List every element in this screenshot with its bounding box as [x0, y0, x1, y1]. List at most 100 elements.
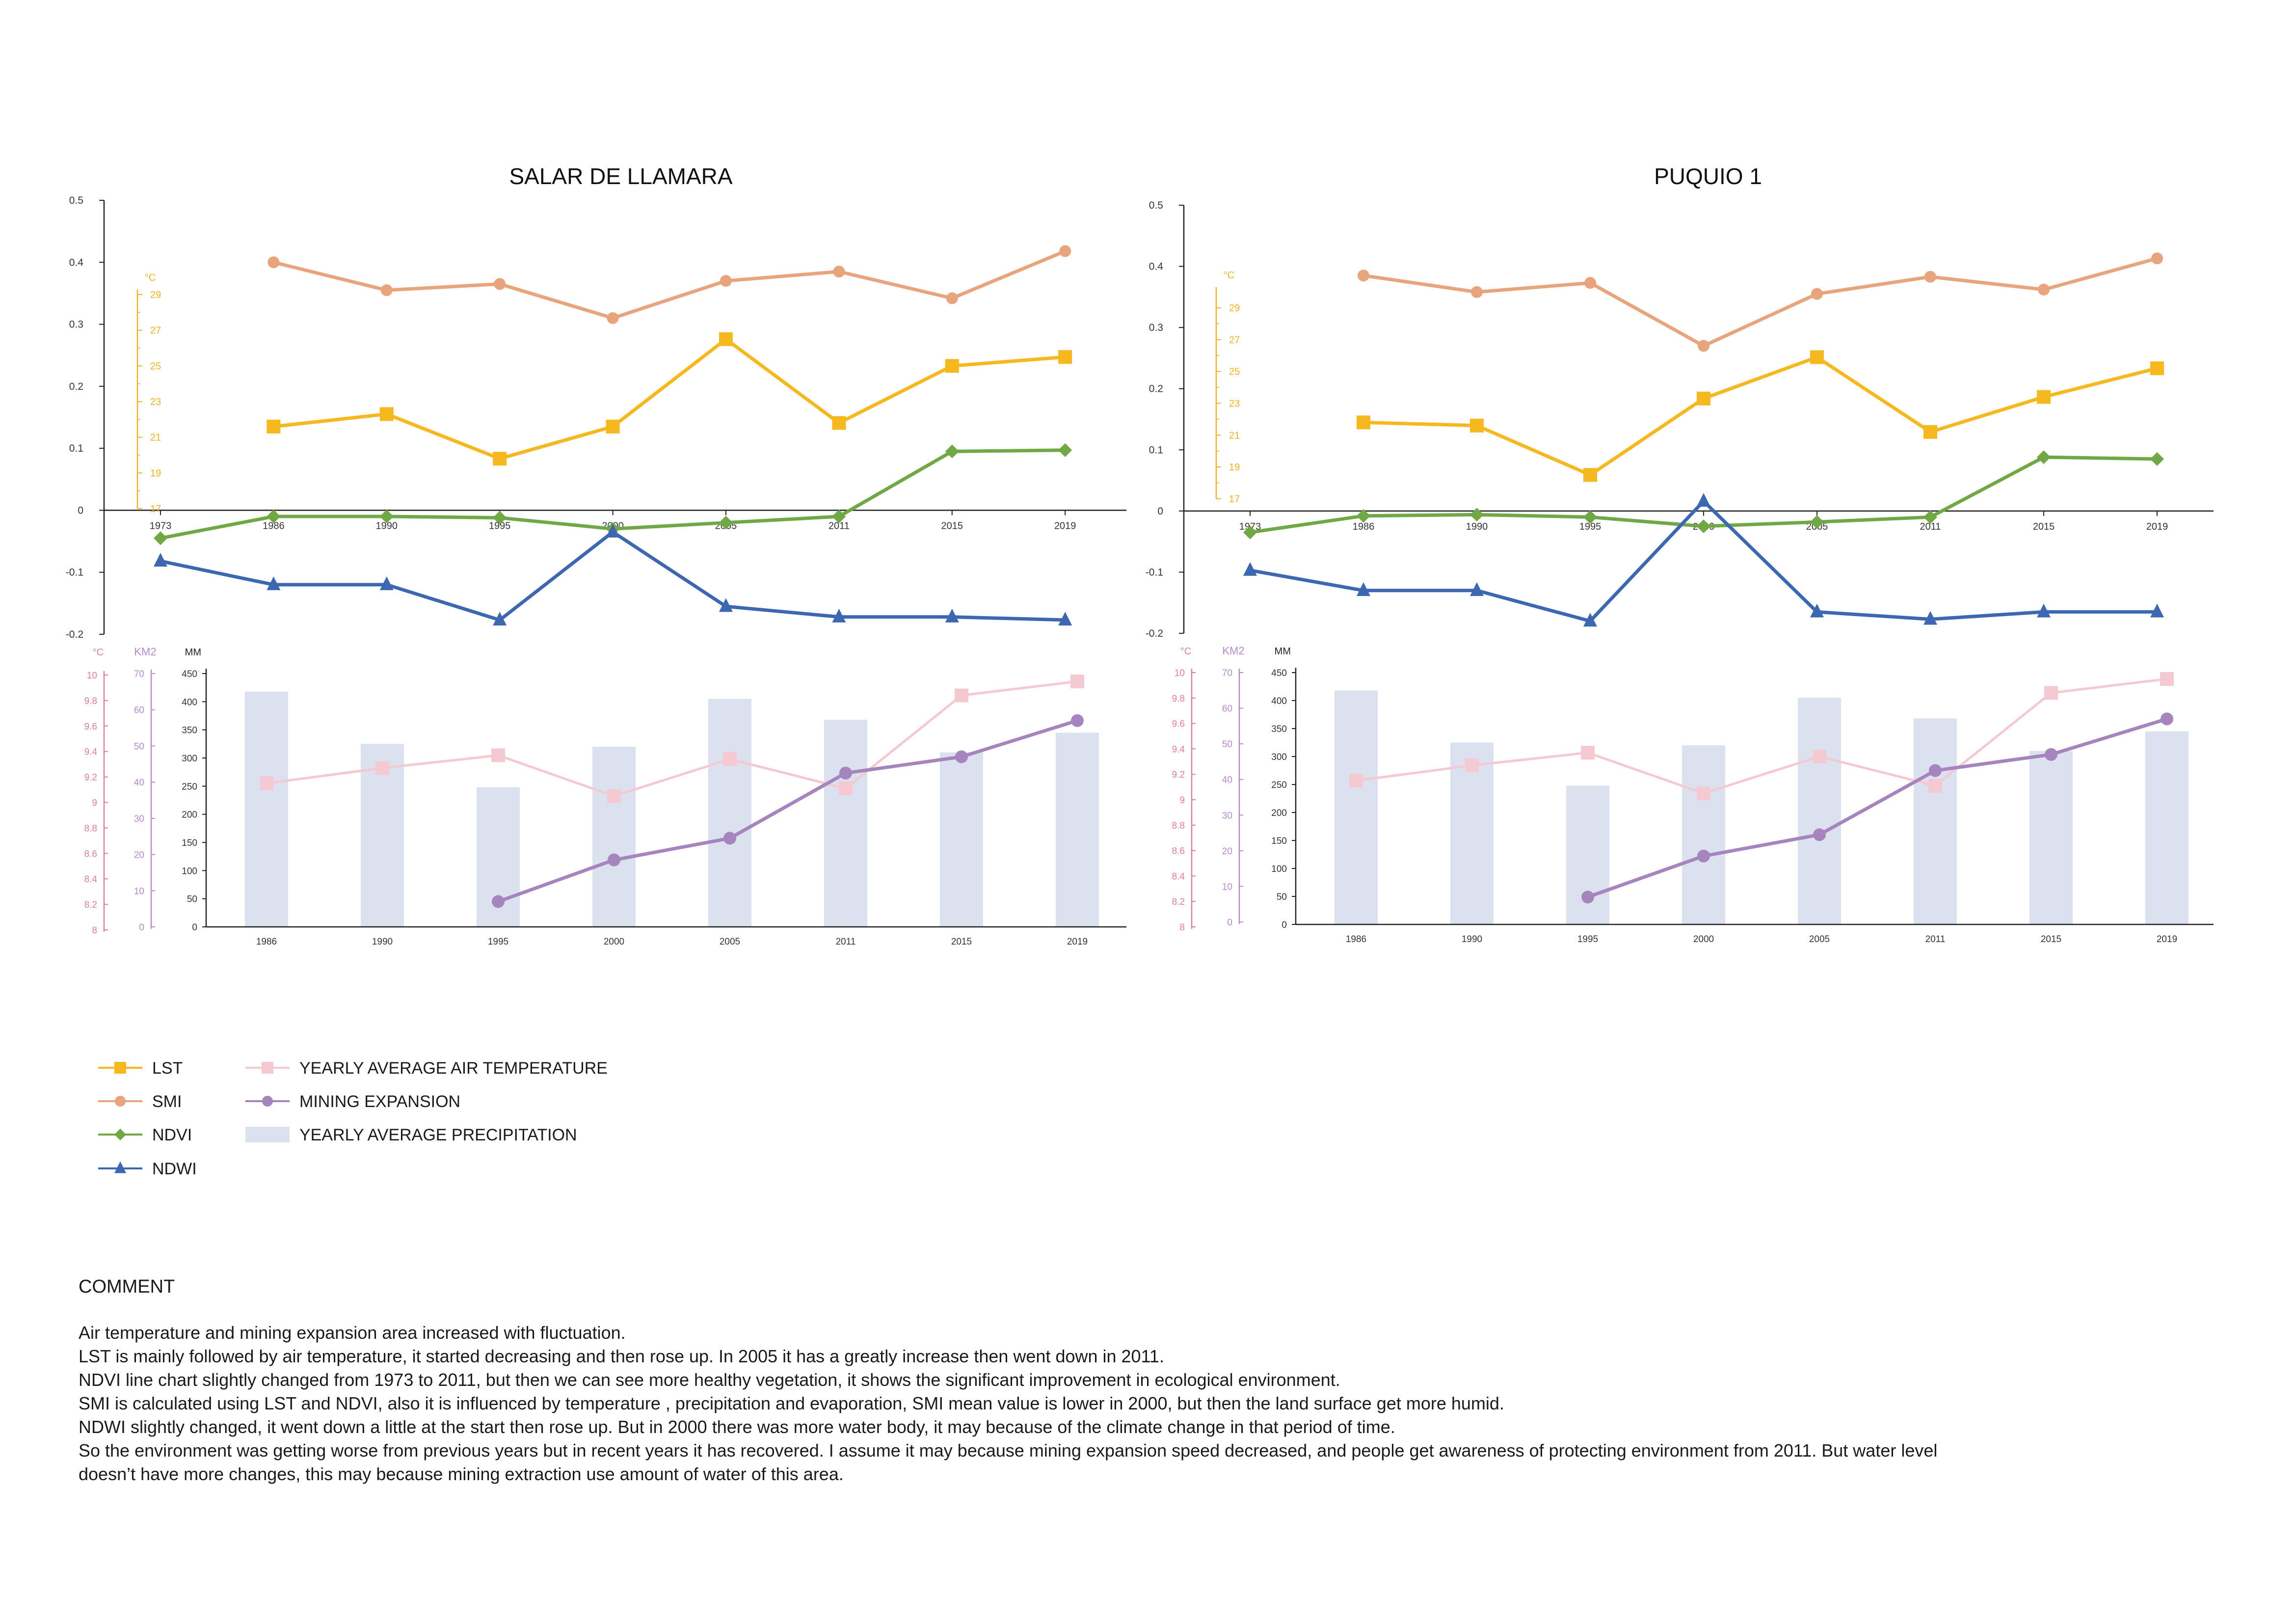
- lst-tick-label: 19: [150, 468, 161, 479]
- data-point-lst: [1583, 468, 1597, 482]
- data-point-air-temp: [607, 789, 621, 803]
- lst-tick-label: 17: [1229, 494, 1240, 505]
- legend-label: YEARLY AVERAGE PRECIPITATION: [299, 1126, 577, 1144]
- legend-marker: [114, 1062, 126, 1074]
- data-point-smi: [1059, 245, 1071, 257]
- comment-line: Air temperature and mining expansion are…: [79, 1323, 626, 1343]
- lst-tick-label: 23: [150, 397, 161, 407]
- data-point-smi: [1471, 286, 1483, 298]
- lst-tick-label: 29: [150, 290, 161, 300]
- km2-axis-unit: KM2: [134, 646, 156, 658]
- comment-title: COMMENT: [79, 1276, 175, 1297]
- mm-tick-label: 350: [1271, 724, 1287, 734]
- data-point-air-temp: [1070, 674, 1084, 688]
- x-tick-label: 2011: [828, 520, 850, 531]
- temp-tick-label: 9: [1179, 795, 1185, 806]
- temp-tick-label: 8: [1179, 922, 1185, 933]
- data-point-air-temp: [839, 781, 853, 795]
- data-point-air-temp: [375, 761, 389, 775]
- x-tick-label: 2019: [1067, 937, 1088, 947]
- data-point-air-temp: [955, 688, 968, 703]
- km2-tick-label: 50: [134, 741, 144, 752]
- data-point-ndwi: [1810, 603, 1824, 618]
- legend-label: LST: [152, 1059, 183, 1078]
- legend-label: NDVI: [152, 1126, 192, 1144]
- y-tick-label: 0.5: [69, 195, 83, 206]
- temp-tick-label: 9.6: [84, 722, 97, 732]
- data-point-ndvi: [945, 444, 959, 459]
- data-point-smi: [1811, 288, 1823, 300]
- y-tick-label: 0.3: [1149, 322, 1163, 333]
- lst-tick-label: 25: [1229, 367, 1240, 378]
- series-line-smi: [273, 249, 1066, 320]
- data-point-mining: [1929, 764, 1942, 777]
- data-point-ndvi: [1243, 525, 1257, 540]
- comment-section: COMMENT Air temperature and mining expan…: [79, 1276, 2228, 1486]
- comment-line: So the environment was getting worse fro…: [79, 1440, 1938, 1461]
- legend-label: YEARLY AVERAGE AIR TEMPERATURE: [299, 1059, 608, 1078]
- temp-tick-label: 9.2: [1172, 770, 1185, 780]
- data-point-smi: [267, 256, 280, 269]
- precip-bar: [940, 752, 983, 927]
- data-point-lst: [1470, 418, 1484, 433]
- data-point-ndvi: [267, 510, 281, 524]
- data-point-smi: [833, 266, 845, 278]
- x-tick-label: 2011: [1920, 521, 1941, 532]
- mm-tick-label: 200: [182, 810, 197, 820]
- mm-tick-label: 50: [187, 894, 197, 905]
- temp-axis-unit: °C: [1180, 646, 1191, 657]
- y-tick-label: 0.2: [69, 381, 83, 392]
- data-point-smi: [1698, 340, 1709, 352]
- temp-tick-label: 8.2: [84, 900, 97, 910]
- mm-tick-label: 350: [182, 726, 197, 736]
- precip-bar: [1682, 745, 1725, 924]
- mm-tick-label: 100: [182, 866, 197, 876]
- data-point-ndvi: [154, 531, 167, 545]
- data-point-lst: [1357, 415, 1370, 430]
- x-tick-label: 1990: [1462, 934, 1482, 945]
- data-point-air-temp: [1465, 758, 1479, 773]
- data-point-lst: [2037, 390, 2051, 404]
- y-tick-label: 0.2: [1149, 383, 1163, 395]
- data-point-smi: [946, 292, 958, 304]
- legend-marker: [114, 1129, 126, 1140]
- lst-tick-label: 29: [1229, 303, 1240, 314]
- lst-tick-label: 27: [1229, 335, 1240, 346]
- km2-tick-label: 20: [1222, 846, 1232, 857]
- comment-line: SMI is calculated using LST and NDVI, al…: [79, 1393, 1504, 1413]
- series-line-lst: [1363, 355, 2158, 477]
- data-point-ndvi: [2037, 450, 2051, 464]
- comment-line: NDVI line chart slightly changed from 19…: [79, 1370, 1340, 1390]
- data-point-lst: [1923, 425, 1937, 439]
- mm-tick-label: 300: [1271, 752, 1287, 762]
- x-tick-label: 2019: [1054, 520, 1076, 531]
- data-point-mining: [1581, 891, 1594, 904]
- series-line-ndwi: [160, 530, 1066, 622]
- x-tick-label: 1990: [376, 520, 398, 531]
- mm-tick-label: 50: [1277, 892, 1287, 902]
- mm-tick-label: 0: [1281, 920, 1287, 930]
- series-line-lst: [273, 337, 1066, 460]
- x-tick-label: 1986: [263, 520, 285, 531]
- x-tick-label: 1995: [1579, 521, 1602, 532]
- km2-tick-label: 40: [134, 778, 144, 788]
- data-point-mining: [839, 766, 852, 780]
- y-tick-label: 0.4: [69, 257, 84, 268]
- precip-bar: [1450, 742, 1494, 924]
- y-tick-label: -0.1: [66, 567, 83, 578]
- data-point-smi: [2151, 252, 2163, 265]
- data-point-ndwi: [267, 576, 281, 591]
- series-line-air-temp: [1356, 677, 2167, 795]
- legend-marker: [262, 1096, 273, 1107]
- temp-tick-label: 9.4: [84, 747, 98, 758]
- km2-tick-label: 40: [1222, 775, 1232, 785]
- data-point-ndvi: [1357, 509, 1370, 523]
- data-point-air-temp: [1697, 786, 1710, 801]
- temp-tick-label: 10: [87, 671, 97, 681]
- data-point-lst: [1697, 391, 1710, 406]
- comment-line: LST is mainly followed by air temperatur…: [79, 1346, 1164, 1366]
- lst-tick-label: 25: [150, 361, 161, 372]
- mm-tick-label: 250: [1271, 780, 1287, 790]
- x-tick-label: 1986: [1346, 934, 1366, 945]
- mm-tick-label: 200: [1271, 808, 1287, 818]
